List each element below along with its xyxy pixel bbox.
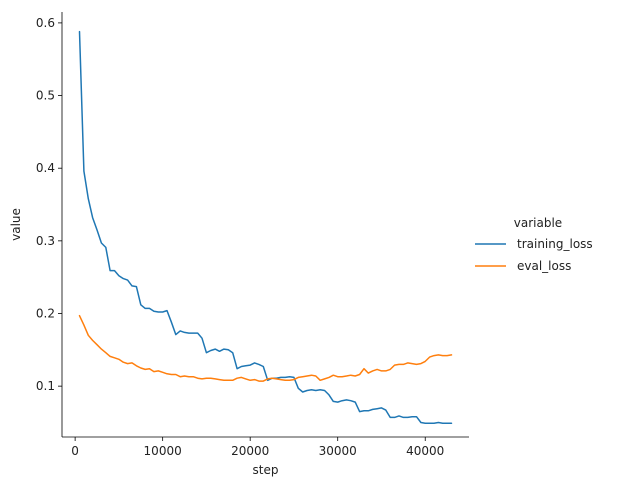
- y-tick-label: 0.5: [36, 89, 55, 103]
- x-tick-label: 0: [71, 444, 79, 458]
- series-line-eval-loss: [78, 314, 453, 382]
- axes-layer: [61, 12, 469, 438]
- y-ticks: 0.1 0.2 0.3 0.4 0.5 0.6: [36, 16, 62, 393]
- x-ticks: 0 10000 20000 30000 40000: [71, 437, 444, 458]
- y-tick-label: 0.2: [36, 306, 55, 320]
- y-tick-label: 0.4: [36, 161, 55, 175]
- series-line-training-loss: [78, 30, 453, 424]
- y-axis-label: value: [9, 208, 23, 241]
- legend: variable training_loss eval_loss: [475, 216, 593, 273]
- x-tick-label: 10000: [144, 444, 182, 458]
- y-tick-label: 0.6: [36, 16, 55, 30]
- x-axis-label: step: [253, 463, 279, 477]
- legend-entry-label: training_loss: [517, 237, 593, 251]
- legend-title: variable: [514, 216, 562, 230]
- series-layer: [78, 30, 453, 424]
- x-tick-label: 30000: [319, 444, 357, 458]
- x-tick-label: 20000: [231, 444, 269, 458]
- x-tick-label: 40000: [406, 444, 444, 458]
- legend-entry-label: eval_loss: [517, 259, 571, 273]
- y-tick-label: 0.3: [36, 234, 55, 248]
- y-tick-label: 0.1: [36, 379, 55, 393]
